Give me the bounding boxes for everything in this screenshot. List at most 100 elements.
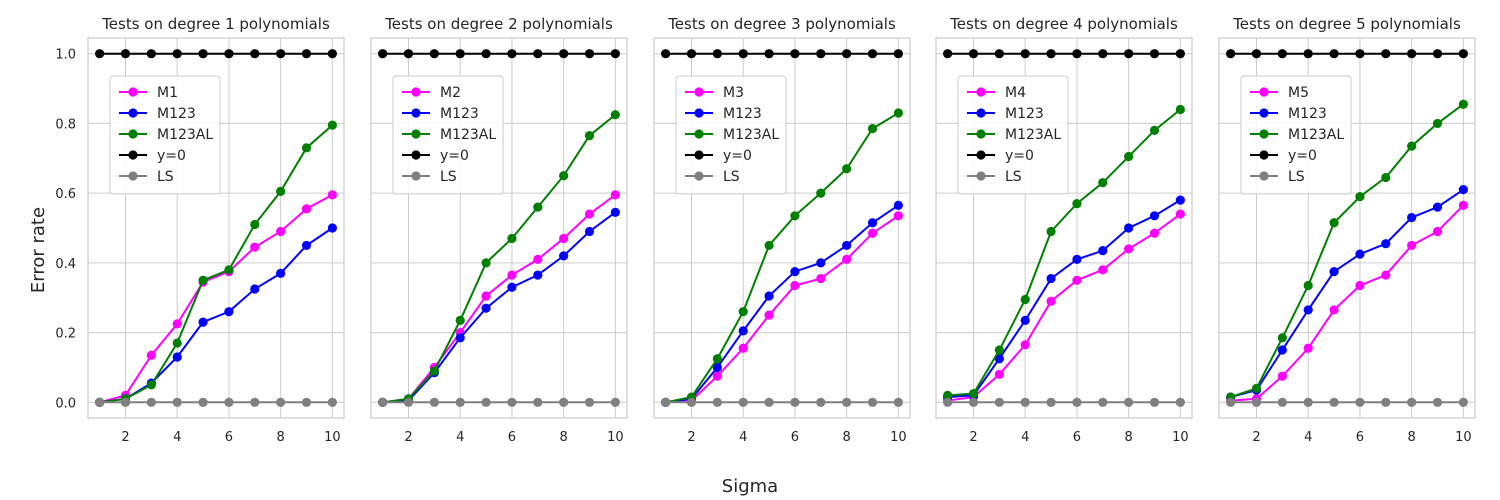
x-tick-label: 8 [277,430,285,445]
data-point-m4 [1072,275,1082,285]
subplot-5: Tests on degree 5 polynomials 2 4 6 8 10 M5 M12… [1218,15,1476,445]
data-point-y-0 [1329,49,1339,59]
x-tick-label: 4 [1304,430,1312,445]
data-point-m123al [1381,172,1391,183]
data-point-m1 [172,319,182,329]
data-point-m123 [1355,249,1365,259]
data-point-m123al [276,186,286,196]
data-point-y-0 [1277,49,1287,59]
x-tick-label: 4 [456,430,464,445]
x-tick-label: 6 [1356,430,1364,445]
data-point-m123al [994,345,1004,355]
data-point-m2 [559,233,569,244]
data-point-m123al [507,233,517,244]
data-point-ls [994,397,1004,407]
subplot-2: Tests on degree 2 polynomials 2 4 6 8 10 M2 M12… [370,15,628,445]
data-point-ls [250,397,260,407]
series-m123al [943,104,1185,400]
data-point-m5 [1277,371,1287,381]
x-axis-label: Sigma [722,476,778,497]
data-point-m123 [1381,239,1391,249]
legend-marker-m4 [976,87,986,97]
data-point-m5 [1407,240,1417,251]
data-point-y-0 [661,49,671,59]
data-point-ls [120,397,131,407]
series-m123 [1226,185,1468,402]
data-point-ls [172,397,182,407]
data-point-ls [327,397,337,407]
x-tick-label: 6 [1073,430,1081,445]
series-y-0 [378,49,620,59]
legend-marker-ls [1259,171,1269,181]
data-point-ls [1020,397,1030,407]
x-tick-label: 4 [173,430,181,445]
data-point-y-0 [1124,49,1134,59]
data-point-y-0 [327,49,337,59]
data-point-m123al [790,211,800,221]
x-tick-label: 10 [607,430,624,445]
series-m5 [1226,200,1468,406]
data-point-ls [686,397,697,407]
x-tick-label: 2 [121,430,129,445]
data-point-m123 [816,258,826,268]
data-point-ls [95,397,105,407]
data-point-m123al [198,275,208,285]
data-point-ls [790,397,800,407]
legend-label-m3: M3 [723,85,744,101]
data-point-m123 [507,282,517,292]
data-point-y-0 [95,49,105,59]
series-line-m3 [665,214,899,404]
legend-marker-ls [411,171,421,181]
legend: M4 M123 M123AL y=0 LS [957,75,1069,195]
data-point-m123 [1020,315,1030,325]
axes-frame [935,37,1193,419]
data-point-m123al [738,307,748,317]
data-point-m123al [1458,99,1468,109]
legend-label-m123al: M123AL [1288,127,1344,143]
subplot-1: Tests on degree 1 polynomials 2 4 6 8 10 0.0 0.… [55,15,345,445]
legend: M5 M123 M123AL y=0 LS [1240,75,1352,195]
data-point-y-0 [507,49,517,59]
legend-label-m123: M123 [440,106,479,122]
subplot-4: Tests on degree 4 polynomials 2 4 6 8 10 M4 M12… [935,15,1193,445]
x-tick-label: 10 [324,430,341,445]
series-line-m5 [1230,204,1465,402]
legend-marker-m123al [976,129,986,139]
data-point-m123 [994,354,1004,364]
data-point-y-0 [429,49,439,59]
data-point-m123al [1149,125,1160,135]
data-point-ls [1149,397,1160,407]
data-point-ls [1407,397,1417,407]
data-point-y-0 [559,49,569,59]
data-point-m123 [712,362,722,373]
legend-label-m4: M4 [1005,85,1026,101]
data-point-y-0 [893,49,903,59]
data-point-m123al [1407,141,1417,151]
data-point-m123al [712,354,722,364]
subplot-panels: Tests on degree 1 polynomials 2 4 6 8 10 0.0 0.… [55,15,1476,445]
y-tick-label: 0.2 [55,327,76,342]
axes-frame [370,37,628,419]
series-m3 [661,211,903,407]
legend-label-y-0: y=0 [1005,148,1034,164]
data-point-m123 [1046,273,1056,284]
y-tick-label: 0.0 [55,396,76,411]
legend: M2 M123 M123AL y=0 LS [392,75,504,195]
data-point-y-0 [301,49,312,59]
x-tick-label: 2 [687,430,695,445]
data-point-m123 [1072,254,1082,264]
data-point-ls [1355,397,1365,407]
data-point-y-0 [584,49,595,59]
data-point-m123 [481,303,491,313]
data-point-y-0 [686,49,697,59]
data-point-m5 [1432,226,1443,237]
legend-marker-ls [128,171,138,181]
data-point-m123al [867,124,878,134]
data-point-m123 [1277,345,1287,355]
axes-frame [87,37,345,419]
series-ls [95,397,337,407]
legend-label-m2: M2 [440,85,461,101]
data-point-y-0 [968,49,979,59]
data-point-y-0 [1381,49,1391,59]
legend-label-m123al: M123AL [723,127,779,143]
